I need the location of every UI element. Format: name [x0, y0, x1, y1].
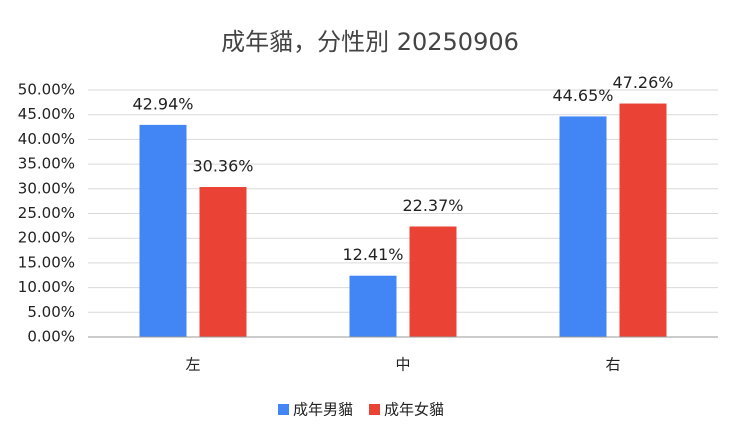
bar — [349, 275, 397, 337]
data-label: 44.65% — [552, 86, 613, 105]
y-tick-label: 50.00% — [18, 81, 75, 99]
x-tick-label: 右 — [605, 356, 620, 374]
bar — [139, 124, 187, 337]
x-tick-label: 中 — [395, 356, 410, 374]
y-tick-label: 20.00% — [18, 229, 75, 247]
bar — [199, 187, 247, 337]
data-label: 42.94% — [132, 94, 193, 113]
bar — [409, 226, 457, 337]
y-tick-label: 0.00% — [27, 328, 75, 346]
y-tick-label: 25.00% — [18, 204, 75, 222]
bar — [559, 116, 607, 337]
y-tick-label: 45.00% — [18, 105, 75, 123]
legend-swatch — [278, 404, 289, 415]
y-tick-label: 10.00% — [18, 278, 75, 296]
data-label: 22.37% — [402, 196, 463, 215]
y-tick-label: 30.00% — [18, 179, 75, 197]
data-label: 30.36% — [192, 157, 253, 176]
legend-label: 成年女貓 — [384, 401, 444, 419]
legend-label: 成年男貓 — [293, 401, 353, 419]
y-tick-label: 35.00% — [18, 155, 75, 173]
chart-title: 成年貓，分性別 20250906 — [221, 28, 519, 56]
data-label: 47.26% — [612, 73, 673, 92]
y-tick-label: 15.00% — [18, 253, 75, 271]
bar — [619, 103, 667, 337]
data-label: 12.41% — [342, 245, 403, 264]
y-tick-label: 40.00% — [18, 130, 75, 148]
x-tick-label: 左 — [185, 356, 200, 374]
legend-swatch — [369, 404, 381, 415]
y-tick-label: 5.00% — [27, 303, 75, 321]
